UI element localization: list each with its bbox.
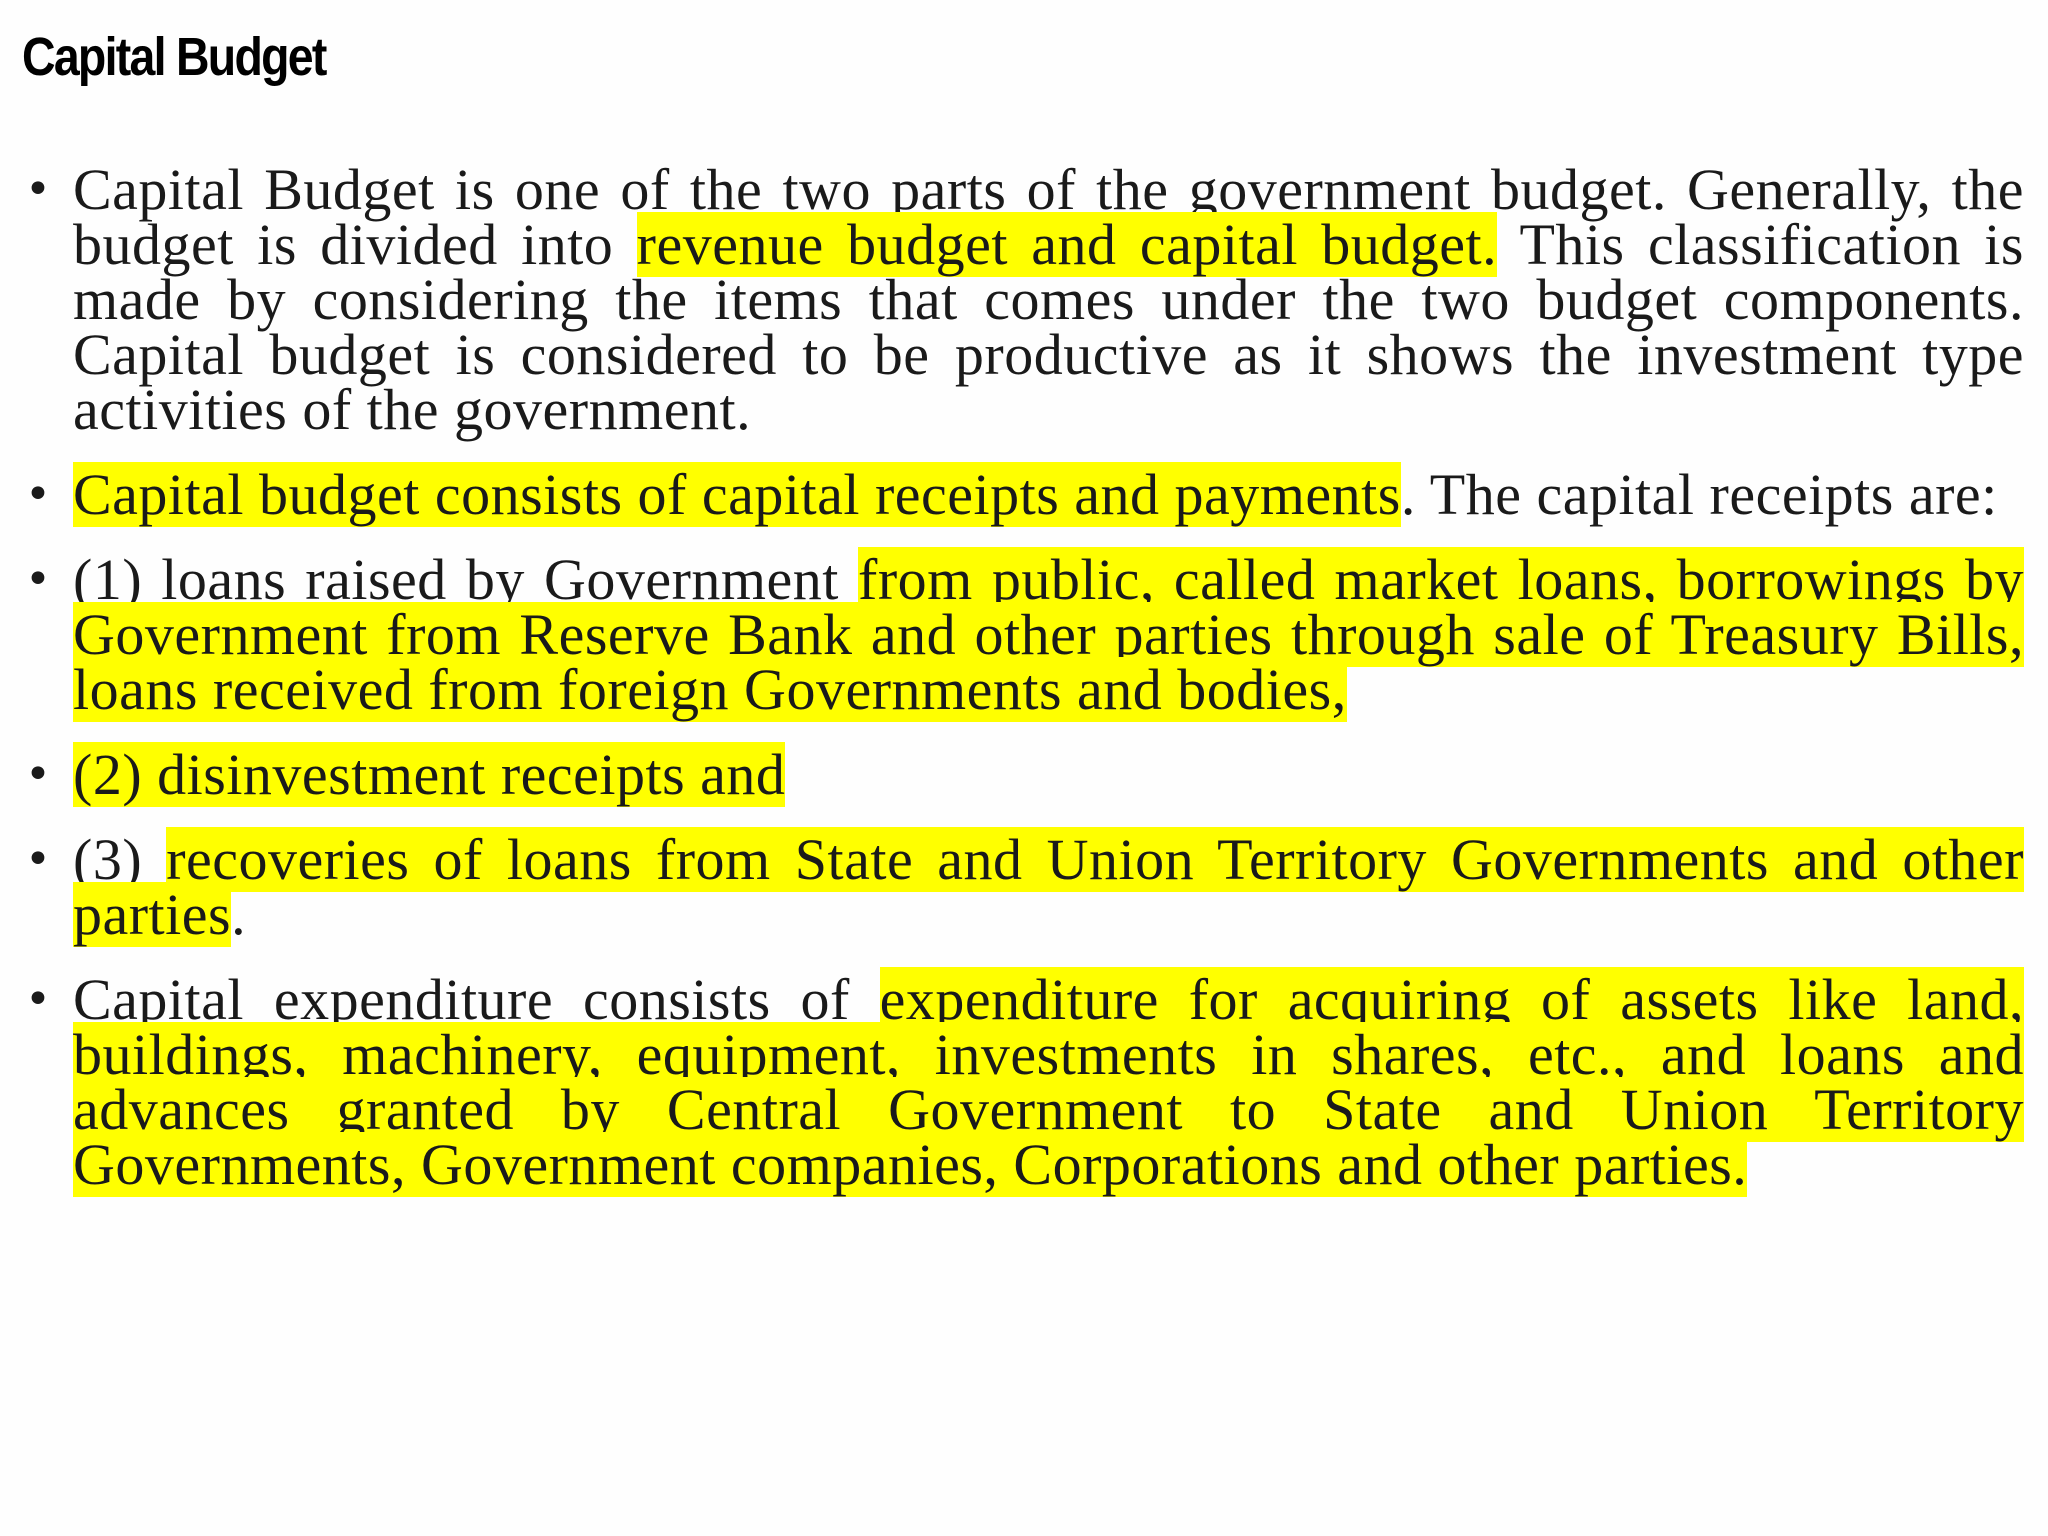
- bullet-item-loans: (1) loans raised by Government from publ…: [25, 547, 2024, 722]
- bullet-list: Capital Budget is one of the two parts o…: [0, 161, 2048, 1222]
- highlighted-text: Capital budget consists of capital recei…: [73, 462, 1401, 527]
- bullet-item-definition: Capital Budget is one of the two parts o…: [25, 161, 2024, 439]
- text-segment: This classification is made by consideri…: [73, 212, 2024, 442]
- highlighted-text: recoveries of loans from State and Union…: [73, 827, 2024, 947]
- text-segment: Capital Budget is one of the two parts o…: [73, 157, 2024, 277]
- text-segment: (3): [73, 827, 167, 892]
- highlighted-text: (2) disinvestment receipts and: [73, 742, 786, 807]
- text-segment: (1) loans raised by Government: [73, 547, 858, 612]
- text-segment: .: [231, 882, 247, 947]
- bullet-item-disinvestment: (2) disinvestment receipts and: [25, 742, 2024, 807]
- text-segment: Capital expenditure consists of: [73, 967, 880, 1032]
- bullet-item-expenditure: Capital expenditure consists of expendit…: [25, 967, 2025, 1197]
- text-segment: . The capital receipts are:: [1400, 462, 1998, 527]
- bullet-item-receipts: Capital budget consists of capital recei…: [25, 462, 2024, 527]
- highlighted-text: revenue budget and capital budget.: [636, 212, 1498, 277]
- page-title: Capital Budget: [22, 27, 327, 87]
- bullet-item-recoveries: (3) recoveries of loans from State and U…: [25, 827, 2024, 947]
